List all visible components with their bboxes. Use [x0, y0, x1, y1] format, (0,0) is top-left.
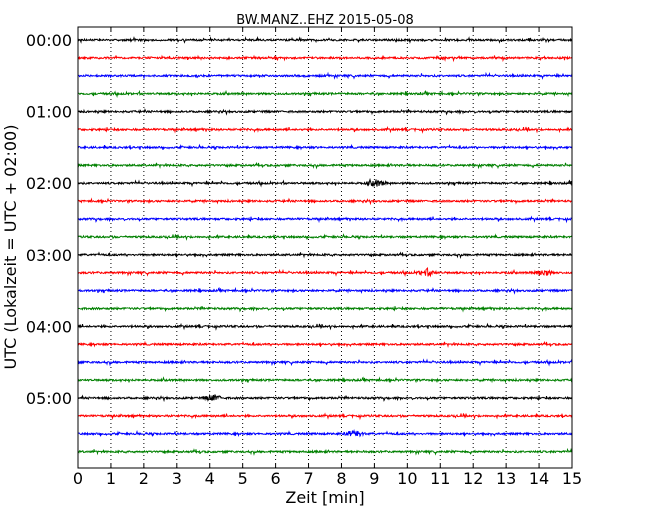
trace-0145	[77, 161, 573, 170]
x-tick-label: 7	[303, 469, 313, 488]
x-tick-label: 6	[271, 469, 281, 488]
seismogram-traces	[77, 36, 573, 456]
x-axis-ticks: 0 1 2 3 4 5 6 7 8 9 10 11 12 13 14 15	[73, 27, 582, 488]
x-tick-label: 14	[529, 469, 549, 488]
trace-0400	[77, 322, 573, 331]
trace-0200	[77, 177, 573, 188]
x-tick-label: 11	[430, 469, 450, 488]
vertical-gridlines	[110, 27, 540, 468]
x-tick-label: 4	[205, 469, 215, 488]
x-tick-label: 0	[73, 469, 83, 488]
trace-0015	[77, 54, 573, 63]
trace-0530	[78, 429, 573, 438]
trace-0115	[77, 126, 573, 134]
x-tick-label: 2	[139, 469, 149, 488]
trace-0215	[77, 197, 573, 206]
y-tick-label: 04:00	[26, 317, 72, 336]
trace-0045	[77, 89, 573, 99]
trace-0100	[77, 108, 573, 116]
x-tick-label: 8	[336, 469, 346, 488]
trace-0315	[77, 266, 573, 278]
trace-0230	[77, 215, 573, 224]
trace-0030	[77, 71, 573, 80]
trace-0545	[77, 447, 573, 456]
x-tick-label: 15	[562, 469, 582, 488]
trace-0515	[77, 412, 573, 421]
trace-0500	[77, 393, 573, 403]
x-tick-label: 9	[369, 469, 379, 488]
x-tick-label: 1	[106, 469, 116, 488]
y-axis-label: UTC (Lokalzeit = UTC + 02:00)	[1, 125, 20, 370]
x-tick-label: 3	[172, 469, 182, 488]
trace-0330	[77, 286, 573, 295]
y-axis-ticks: 00:00 01:00 02:00 03:00 04:00 05:00	[26, 31, 572, 408]
trace-0345	[77, 305, 573, 313]
x-axis-label: Zeit [min]	[285, 488, 364, 507]
trace-0000	[77, 36, 573, 45]
x-tick-label: 5	[238, 469, 248, 488]
y-tick-label: 01:00	[26, 103, 72, 122]
trace-0445	[77, 376, 573, 384]
x-tick-label: 13	[496, 469, 516, 488]
x-tick-label: 12	[463, 469, 483, 488]
y-tick-label: 03:00	[26, 246, 72, 265]
trace-0415	[77, 340, 573, 348]
trace-0245	[77, 233, 573, 241]
plot-frame	[77, 26, 573, 469]
plot-area	[78, 27, 572, 468]
y-tick-label: 05:00	[26, 389, 72, 408]
trace-0130	[77, 143, 573, 151]
chart-title: BW.MANZ..EHZ 2015-05-08	[236, 13, 414, 28]
x-tick-label: 10	[397, 469, 417, 488]
trace-0430	[77, 358, 573, 367]
trace-0300	[77, 251, 573, 259]
y-tick-label: 02:00	[26, 174, 72, 193]
y-tick-label: 00:00	[26, 31, 72, 50]
